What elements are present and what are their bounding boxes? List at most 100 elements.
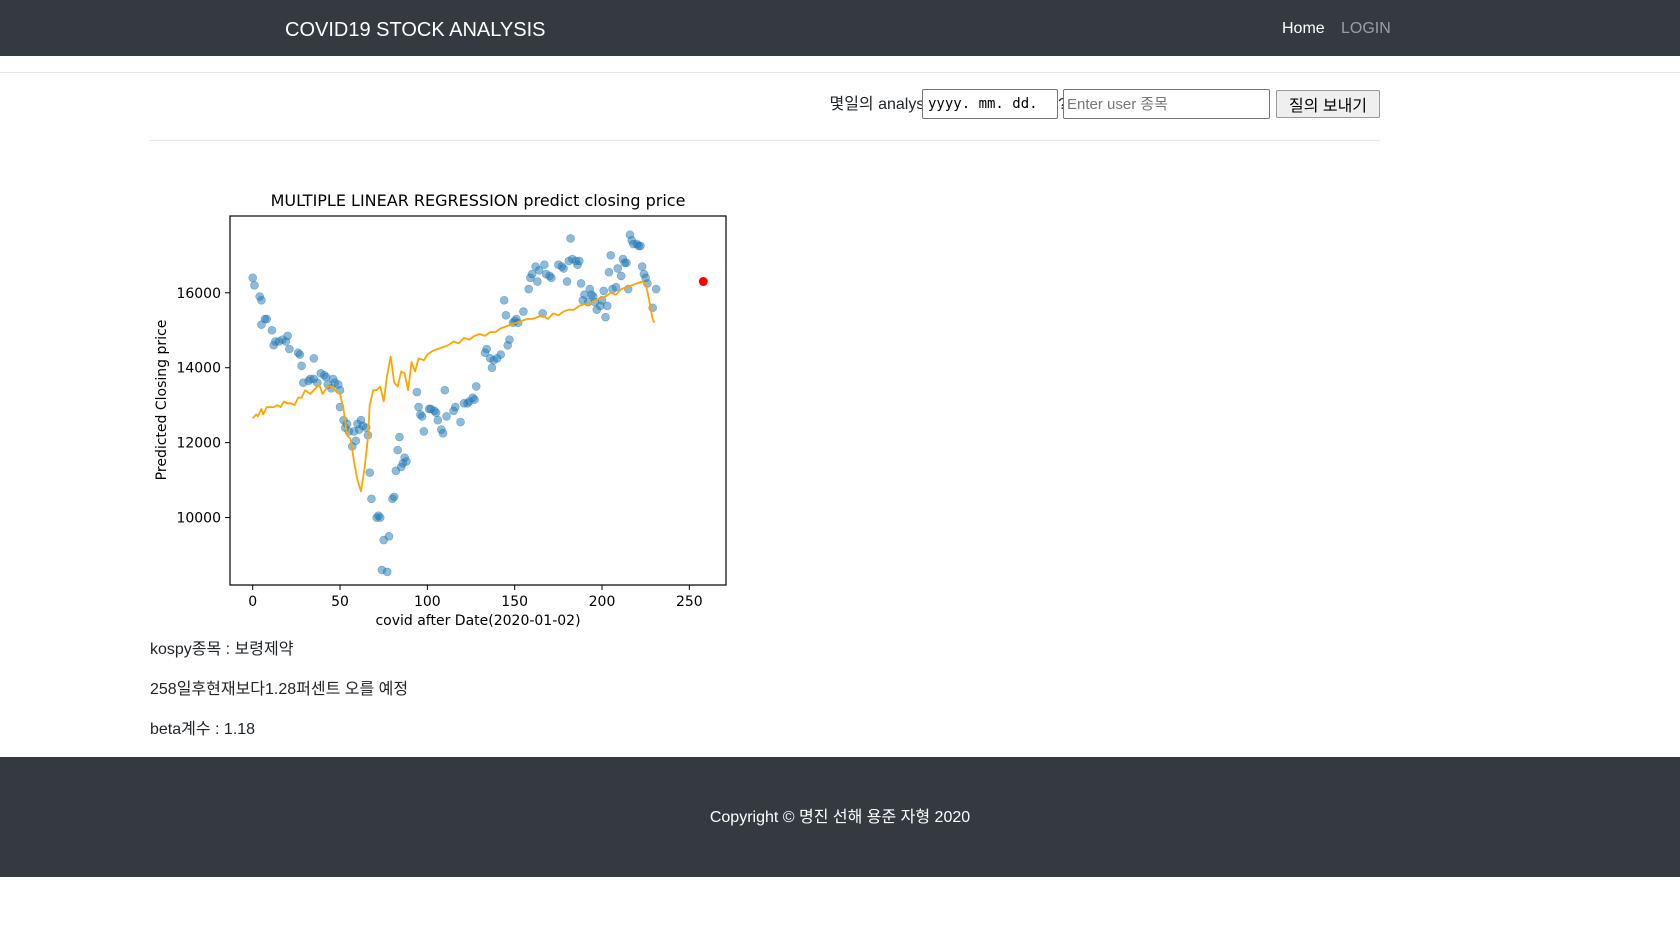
data-point — [505, 335, 514, 344]
data-point — [501, 310, 511, 320]
data-point — [613, 264, 623, 273]
data-point — [283, 331, 292, 341]
data-point — [499, 295, 509, 305]
plot-frame — [229, 215, 727, 586]
data-point — [566, 234, 575, 243]
data-point — [393, 445, 402, 455]
regression-line — [252, 280, 656, 493]
data-point — [540, 260, 549, 270]
data-point — [262, 314, 271, 324]
data-point — [382, 567, 392, 577]
data-point — [562, 277, 572, 286]
data-point — [611, 282, 621, 292]
x-axis-label: covid after Date(2020-01-02) — [375, 613, 580, 629]
data-point — [636, 241, 645, 251]
data-point — [602, 301, 612, 311]
prediction-chart: MULTIPLE LINEAR REGRESSION predict closi… — [150, 186, 740, 636]
data-point — [442, 412, 451, 421]
data-point — [601, 312, 610, 322]
data-point — [248, 273, 258, 283]
data-point — [285, 344, 294, 354]
data-point — [604, 267, 614, 277]
nav-login-link[interactable]: LOGIN — [1341, 20, 1391, 37]
x-tick-label: 250 — [676, 594, 703, 610]
data-point — [257, 295, 266, 305]
data-point — [637, 262, 647, 271]
footer: Copyright © 명진 선해 용준 자형 2020 — [0, 757, 1680, 877]
data-point — [412, 387, 422, 397]
data-point — [527, 269, 537, 279]
copyright-text: Copyright © 명진 선해 용준 자형 2020 — [709, 809, 971, 826]
data-point — [496, 350, 506, 359]
submit-query-button[interactable]: 질의 보내기 — [1276, 90, 1380, 118]
x-tick-label: 0 — [248, 594, 257, 610]
data-point — [450, 402, 460, 412]
y-tick-label: 16000 — [176, 286, 221, 302]
data-point — [519, 307, 528, 316]
data-point — [524, 284, 533, 294]
actual-price-points — [248, 230, 661, 577]
data-point — [419, 427, 429, 436]
x-tick-label: 200 — [589, 594, 616, 610]
data-point — [616, 271, 626, 281]
data-point — [342, 419, 352, 429]
y-tick-label: 12000 — [176, 436, 221, 452]
query-form: 몇일의 analysis를 보고싶으십니까? 질의 보내기 — [150, 88, 1380, 122]
x-axis-ticks: 0 50 100 150 200 250 — [248, 585, 703, 610]
data-point — [651, 284, 661, 294]
data-point — [351, 436, 361, 446]
data-point — [547, 273, 556, 283]
x-tick-label: 100 — [414, 594, 441, 610]
data-point — [482, 344, 492, 354]
data-point — [402, 457, 411, 466]
data-point — [433, 415, 443, 425]
data-point — [559, 264, 568, 273]
divider — [150, 140, 1380, 141]
top-navbar: COVID19 STOCK ANALYSIS Home LOGIN — [0, 0, 1680, 56]
nav-home-link[interactable]: Home — [1282, 20, 1325, 37]
stock-name-text: kospy종목 : 보령제약 — [150, 641, 294, 658]
date-input[interactable] — [922, 89, 1058, 119]
data-point — [438, 428, 448, 438]
prediction-point — [698, 277, 708, 287]
chart-title: MULTIPLE LINEAR REGRESSION predict closi… — [271, 191, 686, 210]
data-point — [599, 286, 609, 296]
data-point — [533, 277, 542, 286]
data-point — [470, 395, 479, 404]
data-point — [487, 363, 497, 373]
chart-svg: MULTIPLE LINEAR REGRESSION predict closi… — [154, 191, 727, 629]
data-point — [267, 325, 277, 335]
data-point — [534, 266, 544, 275]
data-point — [389, 492, 399, 502]
predicted-price-line — [252, 280, 656, 493]
data-point — [471, 382, 481, 391]
x-tick-label: 50 — [331, 594, 349, 610]
data-point — [431, 408, 441, 417]
data-point — [417, 412, 427, 421]
stock-input[interactable] — [1063, 89, 1270, 119]
data-point — [414, 402, 423, 412]
data-point — [250, 281, 259, 290]
y-axis-label: Predicted Closing price — [154, 320, 170, 481]
y-tick-label: 10000 — [176, 511, 221, 527]
data-point — [309, 354, 319, 363]
data-point — [395, 432, 404, 442]
data-point — [297, 361, 306, 371]
data-point — [365, 468, 375, 477]
data-point — [440, 385, 450, 395]
x-tick-label: 150 — [501, 594, 528, 610]
y-axis-ticks: 10000 12000 14000 16000 — [176, 286, 230, 527]
data-point — [576, 279, 586, 288]
y-tick-label: 14000 — [176, 361, 221, 377]
data-point — [574, 256, 584, 266]
beta-text: beta계수 : 1.18 — [150, 721, 256, 738]
data-point — [606, 251, 616, 260]
brand-title[interactable]: COVID19 STOCK ANALYSIS — [285, 19, 546, 41]
data-point — [384, 531, 394, 541]
divider — [0, 72, 1680, 73]
data-point — [295, 350, 305, 359]
data-point — [375, 513, 385, 522]
data-point — [456, 417, 465, 427]
data-point — [622, 258, 631, 268]
data-point — [367, 494, 376, 504]
